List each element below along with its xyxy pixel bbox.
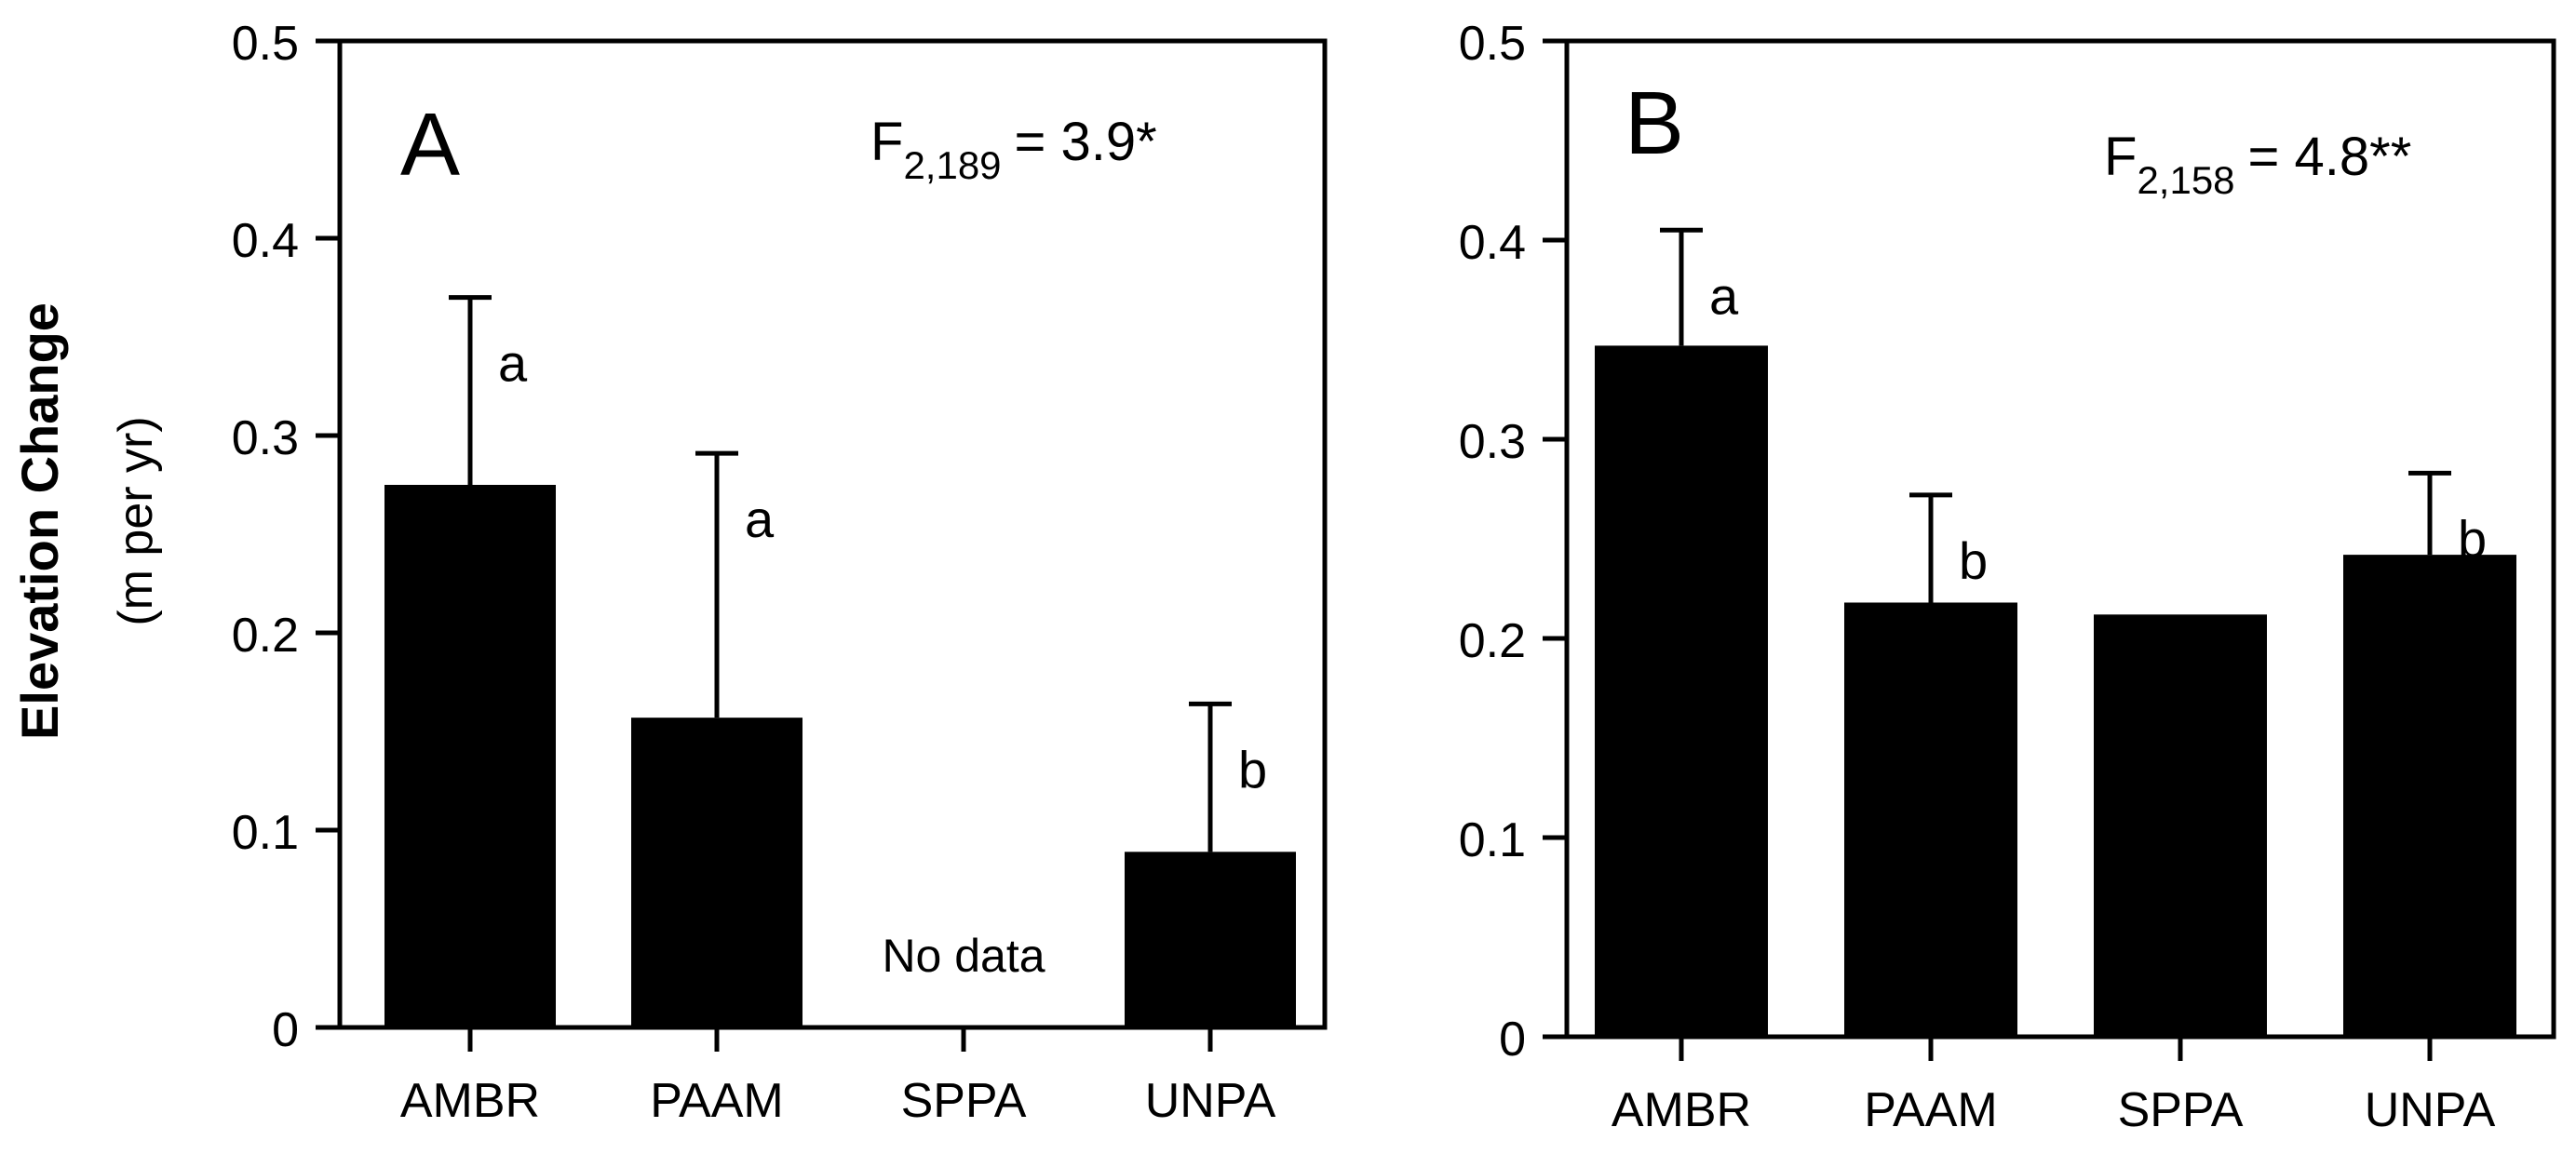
significance-letter-ambr: a bbox=[498, 334, 528, 393]
bar-unpa bbox=[2343, 555, 2516, 1037]
error-bars bbox=[449, 295, 1232, 852]
y-tick-label: 0 bbox=[1499, 1013, 1526, 1067]
y-axis-label-units: (m per yr) bbox=[109, 416, 163, 625]
y-tick-label: 0.4 bbox=[232, 214, 299, 268]
bar-paam bbox=[1844, 602, 2017, 1037]
panel-b: 00.10.20.30.40.5 ab b AMBR PAAM SPPA UNPA B … bbox=[1459, 17, 2556, 1137]
bar-unpa bbox=[1125, 852, 1296, 1027]
x-tick-label-paam: PAAM bbox=[1864, 1083, 1998, 1137]
y-tick-label: 0.1 bbox=[1459, 813, 1526, 867]
error-bars bbox=[1660, 227, 2451, 603]
bar-ambr bbox=[384, 485, 556, 1027]
significance-letter-paam: b bbox=[1959, 531, 1988, 590]
x-tick-label-sppa: SPPA bbox=[901, 1074, 1027, 1128]
panel-label: B bbox=[1625, 74, 1684, 173]
y-tick-label: 0.5 bbox=[1459, 17, 1526, 71]
f-statistic-value: = 3.9* bbox=[1015, 112, 1157, 172]
x-ticks: AMBR PAAM SPPA UNPA bbox=[1612, 1037, 2496, 1137]
significance-letters: a a b bbox=[498, 334, 1267, 799]
f-statistic-symbol: F bbox=[870, 112, 903, 172]
panel-label: A bbox=[400, 95, 460, 195]
x-tick-label-ambr: AMBR bbox=[1612, 1083, 1751, 1137]
plot-frame bbox=[1564, 38, 2556, 1040]
f-statistic-df: 2,189 bbox=[903, 143, 1001, 187]
y-tick-label: 0.1 bbox=[232, 806, 299, 860]
bar-paam bbox=[631, 718, 802, 1027]
bars bbox=[384, 485, 1296, 1027]
significance-letter-ambr: a bbox=[1709, 266, 1739, 325]
bars bbox=[1595, 345, 2516, 1037]
significance-letter-unpa: b bbox=[1238, 740, 1267, 798]
y-tick-label: 0.2 bbox=[232, 609, 299, 663]
y-axis-label-main: Elevation Change bbox=[10, 302, 69, 740]
y-tick-label: 0.4 bbox=[1459, 216, 1526, 270]
f-statistic: F2,158 = 4.8** bbox=[2104, 127, 2411, 202]
y-tick-label: 0.5 bbox=[232, 17, 299, 71]
significance-letter-unpa: b bbox=[2458, 509, 2487, 568]
x-tick-label-paam: PAAM bbox=[650, 1074, 784, 1128]
y-tick-label: 0.3 bbox=[1459, 415, 1526, 469]
bar-sppa bbox=[2094, 614, 2267, 1037]
panel-a: 0 0.1 0.2 0.3 0.4 0.5 a a b AMBR PAAM SPPA UNPA No… bbox=[232, 17, 1328, 1128]
f-statistic-df: 2,158 bbox=[2137, 158, 2234, 202]
bar-ambr bbox=[1595, 345, 1768, 1037]
y-tick-label: 0.3 bbox=[232, 411, 299, 465]
f-statistic-value: = 4.8** bbox=[2248, 127, 2412, 187]
f-statistic-symbol: F bbox=[2104, 127, 2137, 187]
f-statistic: F2,189 = 3.9* bbox=[870, 112, 1157, 187]
annotations: No data bbox=[882, 930, 1045, 982]
x-ticks: AMBR PAAM SPPA UNPA bbox=[400, 1027, 1276, 1128]
plot-frame bbox=[337, 38, 1328, 1030]
y-ticks: 0 0.1 0.2 0.3 0.4 0.5 bbox=[232, 17, 340, 1057]
x-tick-label-ambr: AMBR bbox=[400, 1074, 540, 1128]
x-tick-label-unpa: UNPA bbox=[1145, 1074, 1276, 1128]
significance-letters: a b b bbox=[1709, 266, 2487, 590]
no-data-note: No data bbox=[882, 930, 1045, 982]
y-axis-label: Elevation Change (m per yr) bbox=[10, 302, 163, 740]
significance-letter-paam: a bbox=[745, 490, 775, 548]
x-tick-label-unpa: UNPA bbox=[2365, 1083, 2496, 1137]
x-tick-label-sppa: SPPA bbox=[2118, 1083, 2244, 1137]
y-tick-label: 0 bbox=[272, 1003, 299, 1057]
y-tick-label: 0.2 bbox=[1459, 614, 1526, 668]
y-ticks: 0 0.1 0.2 0.3 0.4 0.5 bbox=[1459, 17, 1567, 1067]
